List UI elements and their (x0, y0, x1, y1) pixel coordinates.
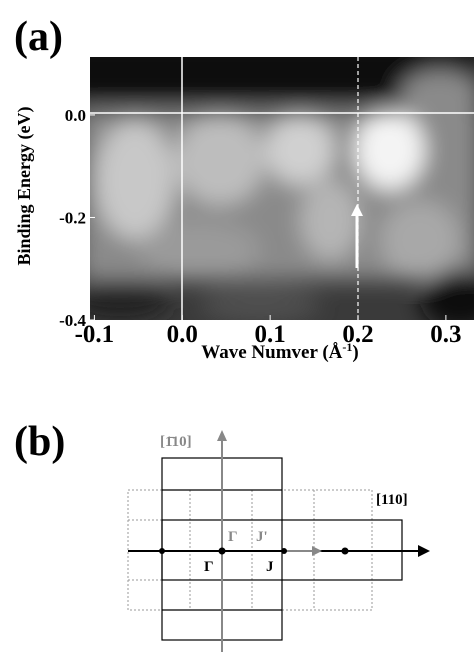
x-tick-label: 0.1 (255, 321, 286, 348)
axes: -0.1 0.0 0.1 0.2 0.3 0.0 -0.2 -0.4 (59, 106, 461, 348)
axis-label: [1̄10] (160, 434, 192, 450)
y-tick-label: -0.4 (59, 311, 86, 330)
x-tick-label: 0.3 (430, 321, 461, 348)
intensity-map (90, 57, 474, 320)
y-axis-label: Binding Energy (eV) (14, 106, 35, 265)
x-axis-label: Wave Numver (Å-1) (201, 340, 358, 363)
y-tick-label: 0.0 (65, 106, 86, 125)
panel-label: (b) (14, 419, 65, 465)
y-tick-label: -0.2 (59, 208, 86, 227)
brillouin-zones (127, 430, 430, 652)
x-tick-label: 0.2 (342, 321, 373, 348)
x-axis-label-sup: -1 (342, 340, 352, 354)
x-axis-label-close: ) (352, 342, 358, 363)
x-tick-label: -0.1 (75, 321, 115, 348)
point-label: J' (256, 529, 268, 545)
point-label: Γ (228, 529, 238, 545)
axis-label: [110] (376, 492, 408, 508)
point-label: J (266, 559, 274, 575)
point-label: Γ (204, 559, 214, 575)
x-tick-label: 0.0 (167, 321, 198, 348)
x-axis-label-text: Wave Numver (Å (201, 342, 342, 363)
panel-label: (a) (14, 14, 63, 60)
